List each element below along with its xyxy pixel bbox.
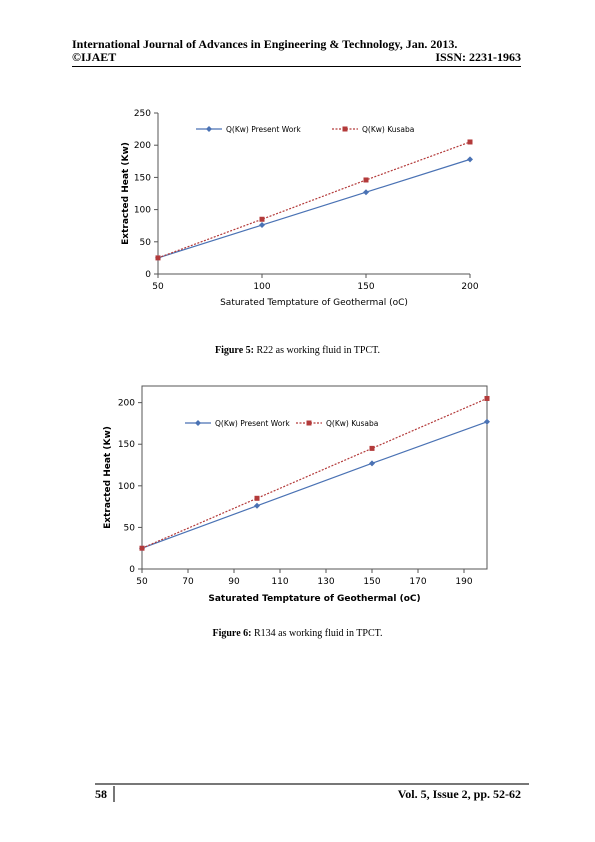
y-tick-label: 0 (129, 565, 135, 575)
y-axis-label: Extracted Heat (Kw) (121, 142, 131, 245)
journal-title: International Journal of Advances in Eng… (72, 37, 458, 51)
y-tick-label: 150 (118, 440, 135, 450)
y-tick-label: 100 (118, 482, 135, 492)
x-tick-label: 90 (228, 577, 240, 587)
data-point-kusaba (363, 177, 369, 183)
series-line-kusaba (157, 141, 471, 259)
data-point-present-work (484, 418, 490, 425)
y-tick-label: 50 (124, 523, 136, 533)
data-point-present-work (254, 502, 260, 509)
y-tick-label: 200 (118, 399, 135, 409)
figure-6-caption-text: R134 as working fluid in TPCT. (251, 628, 383, 639)
series-line-present-work (157, 158, 471, 259)
x-tick-label: 110 (271, 577, 288, 587)
data-point-kusaba (254, 495, 260, 501)
issn-label: ISSN: 2231-1963 (435, 50, 521, 64)
y-tick-label: 50 (140, 238, 152, 248)
x-tick-label: 150 (357, 282, 374, 292)
data-point-kusaba (155, 255, 161, 261)
page-number: 58 (95, 787, 107, 801)
data-point-present-work (369, 460, 375, 467)
data-point-kusaba (369, 445, 375, 451)
volume-info: Vol. 5, Issue 2, pp. 52-62 (397, 787, 521, 801)
figure-5-caption: Figure 5: R22 as working fluid in TPCT. (0, 345, 595, 356)
x-axis-label: Saturated Temptature of Geothermal (oC) (220, 298, 408, 308)
legend-marker (206, 126, 212, 132)
x-tick-label: 70 (182, 577, 194, 587)
x-tick-label: 130 (317, 577, 334, 587)
header-rule (72, 66, 521, 67)
data-point-kusaba (467, 139, 473, 145)
data-point-kusaba (259, 216, 265, 222)
legend-marker (342, 126, 348, 132)
x-tick-label: 100 (253, 282, 270, 292)
data-point-present-work (259, 222, 265, 229)
plot-frame (141, 385, 488, 570)
series-line-kusaba (141, 397, 488, 549)
legend-marker (306, 420, 312, 426)
x-axis-label: Saturated Temptature of Geothermal (oC) (208, 594, 420, 604)
copyright-label: ©IJAET (72, 50, 117, 64)
x-tick-label: 50 (152, 282, 164, 292)
data-point-kusaba (139, 545, 145, 551)
y-tick-label: 250 (134, 109, 151, 119)
y-tick-label: 0 (145, 270, 151, 280)
x-tick-label: 50 (136, 577, 148, 587)
series-line-present-work (141, 421, 488, 549)
x-tick-label: 170 (409, 577, 426, 587)
header-meta-line: ©IJAET ISSN: 2231-1963 (72, 51, 521, 64)
data-point-present-work (467, 156, 473, 163)
legend-label: Q(Kw) Kusaba (362, 125, 414, 134)
legend-marker (195, 420, 201, 426)
footer-divider (113, 786, 115, 802)
legend-label: Q(Kw) Present Work (226, 125, 301, 134)
figure-5-caption-text: R22 as working fluid in TPCT. (253, 345, 380, 356)
x-tick-label: 150 (363, 577, 380, 587)
data-point-present-work (363, 189, 369, 196)
legend-label: Q(Kw) Present Work (215, 419, 290, 428)
x-tick-label: 190 (455, 577, 472, 587)
y-tick-label: 150 (134, 173, 151, 183)
y-tick-label: 100 (134, 206, 151, 216)
journal-header: International Journal of Advances in Eng… (72, 38, 521, 64)
figure-5-caption-label: Figure 5: (214, 345, 254, 356)
x-tick-label: 200 (461, 282, 478, 292)
y-axis-label: Extracted Heat (Kw) (103, 426, 113, 529)
data-point-kusaba (484, 395, 490, 401)
figure-6-caption-label: Figure 6: (212, 628, 252, 639)
footer-rule (95, 783, 529, 785)
figure-6-caption: Figure 6: R134 as working fluid in TPCT. (0, 628, 595, 639)
legend-label: Q(Kw) Kusaba (326, 419, 378, 428)
y-tick-label: 200 (134, 141, 151, 151)
